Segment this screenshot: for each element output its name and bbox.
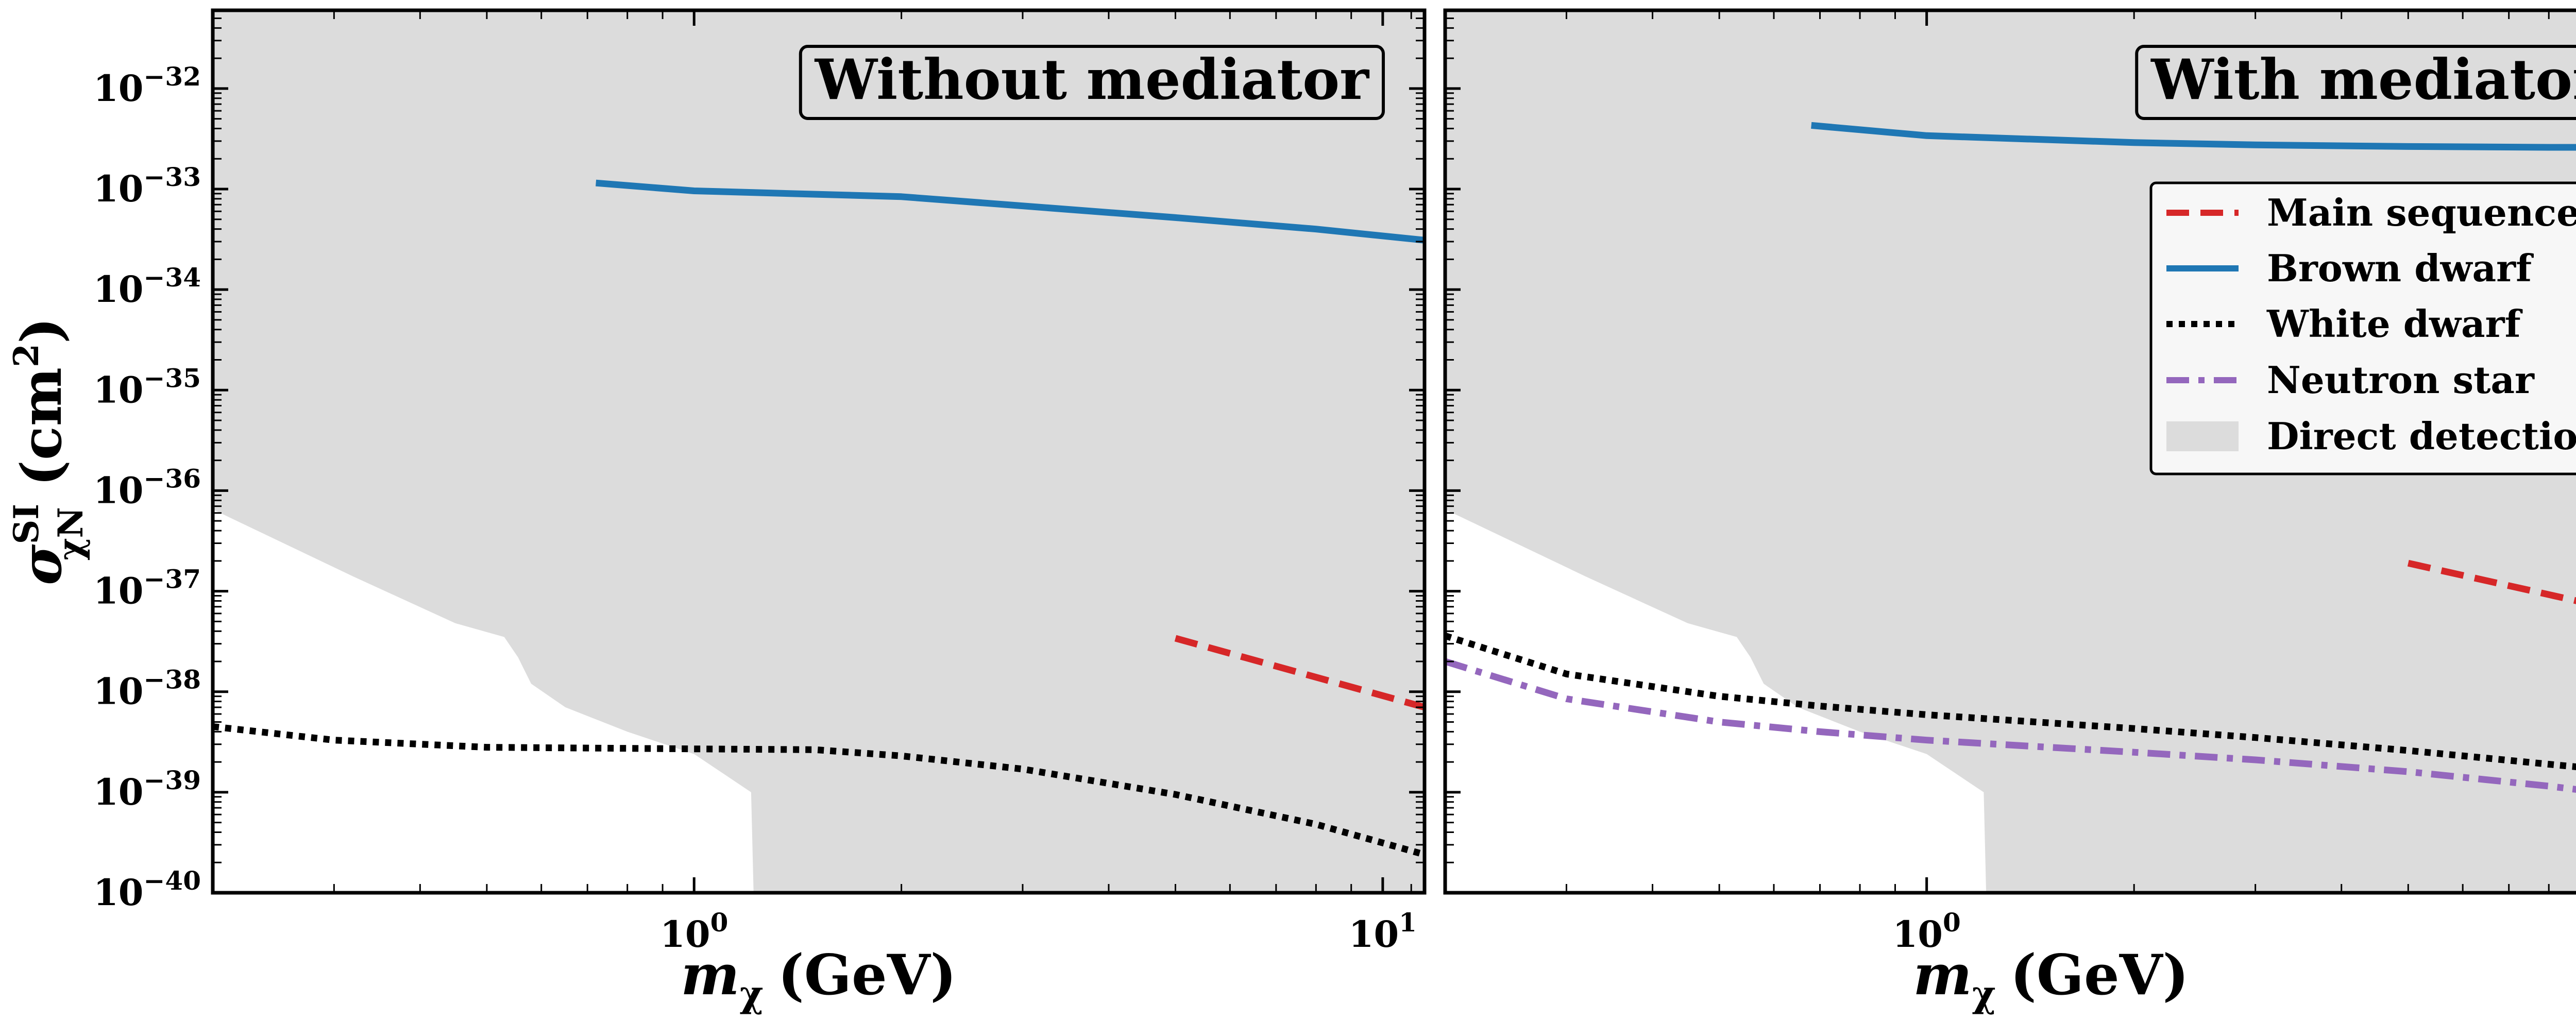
y-axis-label-unit-close: ) [9,317,74,344]
y-tick-label-without-mediator: 10−39 [93,765,201,813]
series-brown-dwarf-with-mediator [1811,122,2576,151]
x-axis-label-left: mχ (GeV) [681,943,956,1015]
legend-label-main-sequence: Main sequence [2267,191,2576,234]
panel-title-with-mediator: With mediator [2150,47,2576,112]
y-tick-label-base: 10 [93,670,143,713]
x-axis-label-left-symbol: m [681,943,739,1008]
series-brown-dwarf-without-mediator [596,179,1425,244]
legend-entry-neutron-star: Neutron star [2166,358,2535,402]
x-tick-label-exponent: 0 [1943,907,1961,938]
x-axis-label-right-sub: χ [1972,973,1996,1015]
y-axis-label: σSI χN (cm2) [6,317,91,585]
y-tick-label-without-mediator: 10−34 [93,262,201,311]
y-tick-label-base: 10 [93,871,143,914]
x-tick-label-exponent: 1 [1399,907,1417,938]
panel-title-frame-with-mediator [2135,45,2576,120]
legend-label-brown-dwarf: Brown dwarf [2267,246,2534,290]
series-white-dwarf-with-mediator [1445,632,2576,771]
panel-with-mediator: 100101With mediator [1443,8,2576,956]
allowed-region-without-mediator [213,509,754,893]
legend-entry-brown-dwarf: Brown dwarf [2166,246,2534,290]
x-tick-label-exponent: 0 [710,907,728,938]
legend-entry-direct-detection: Direct detection [2166,414,2576,458]
x-tick-label-with-mediator: 100 [1893,907,1961,956]
x-axis-label-right-unit: (GeV) [2010,943,2189,1008]
y-tick-label-exponent: −32 [144,61,201,92]
y-tick-label-without-mediator: 10−38 [93,665,201,713]
y-tick-label-without-mediator: 10−33 [93,162,201,210]
panel-title-frame-without-mediator [799,45,1385,120]
y-tick-label-without-mediator: 10−36 [93,463,201,512]
x-tick-label-without-mediator: 100 [660,907,728,956]
y-tick-label-base: 10 [93,268,143,311]
series-main-sequence-with-mediator [2407,559,2576,604]
y-tick-label-exponent: −39 [144,765,201,795]
axes-frame-with-mediator [1443,8,2576,895]
y-tick-label-base: 10 [93,368,143,411]
series-white-dwarf-without-mediator [213,723,1425,858]
series-neutron-star-with-mediator [1445,658,2576,793]
y-tick-label-without-mediator: 10−40 [93,865,201,914]
x-tick-label-base: 10 [660,913,710,956]
x-tick-label-base: 10 [1349,913,1399,956]
legend-frame [2149,181,2576,475]
series-main-sequence-without-mediator [1174,635,1425,711]
y-tick-label-base: 10 [93,167,143,210]
y-tick-label-exponent: −40 [144,865,201,896]
y-tick-label-base: 10 [93,469,143,512]
y-tick-label-exponent: −36 [144,463,201,494]
y-tick-label-without-mediator: 10−32 [93,61,201,110]
y-tick-label-exponent: −33 [144,162,201,192]
legend-label-white-dwarf: White dwarf [2266,302,2523,346]
legend: Main sequence Brown dwarf White dwarf Ne… [2149,181,2576,475]
panel-without-mediator: 100 10110−4010−3910−3810−3710−3610−3510−3… [93,8,1427,956]
y-axis-label-unit-sup: 2 [6,344,46,367]
panel-title-box-with-mediator: With mediator [2135,45,2576,120]
x-axis-label-right-symbol: m [1913,943,1972,1008]
panel-title-without-mediator: Without mediator [815,47,1370,112]
y-tick-label-exponent: −37 [144,564,201,594]
y-axis-label-unit: (cm [9,367,74,486]
y-tick-label-exponent: −34 [144,262,201,293]
y-tick-label-exponent: −38 [144,665,201,695]
y-tick-label-base: 10 [93,570,143,613]
x-axis-label-left-unit: (GeV) [778,943,957,1008]
allowed-region-with-mediator [1445,509,1987,893]
y-tick-label-exponent: −35 [144,363,201,393]
y-tick-label-without-mediator: 10−35 [93,363,201,411]
y-axis-label-symbol: σ [9,544,74,585]
y-axis-label-sup: SI [6,504,46,545]
legend-label-neutron-star: Neutron star [2267,358,2535,402]
x-axis-label-right: mχ (GeV) [1913,943,2189,1015]
legend-entry-white-dwarf: White dwarf [2166,302,2523,346]
y-axis-label-sub: χN [50,507,91,560]
x-tick-label-without-mediator: 101 [1349,907,1417,956]
axes-frame-without-mediator [211,8,1427,895]
legend-swatch-direct-detection [2166,421,2239,451]
x-tick-label-base: 10 [1893,913,1943,956]
legend-label-direct-detection: Direct detection [2267,414,2576,458]
panel-title-box-without-mediator: Without mediator [799,45,1385,120]
y-tick-label-base: 10 [93,771,143,813]
x-axis-label-left-sub: χ [740,973,764,1015]
y-tick-label-base: 10 [93,67,143,110]
y-tick-label-without-mediator: 10−37 [93,564,201,613]
legend-entry-main-sequence: Main sequence [2166,191,2576,234]
